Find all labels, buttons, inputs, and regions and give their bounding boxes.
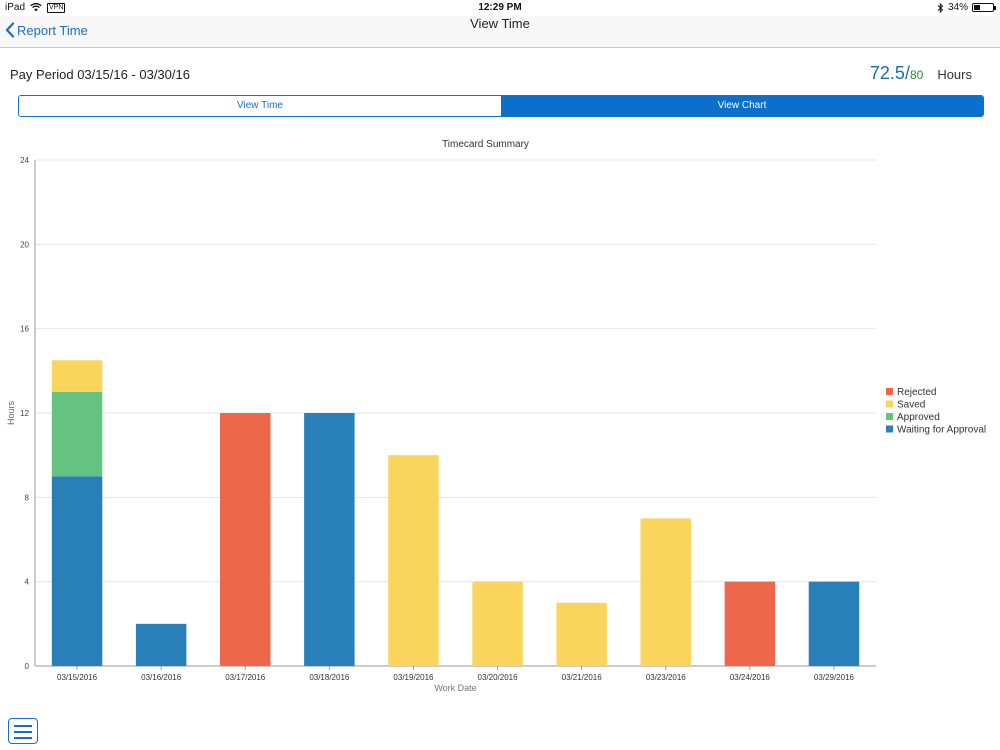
legend-label: Saved [897, 400, 925, 411]
bar-segment [388, 455, 439, 666]
menu-line [14, 731, 32, 733]
status-right: 34% [937, 2, 996, 13]
bar-segment [724, 581, 776, 666]
y-tick-label: 16 [20, 325, 29, 334]
hours-target: 80 [909, 68, 924, 82]
x-tick-label: 03/18/2016 [309, 673, 350, 682]
x-tick-label: 03/20/2016 [478, 673, 519, 682]
bar-segment [220, 413, 271, 666]
y-tick-label: 24 [20, 156, 29, 165]
menu-line [14, 725, 32, 727]
battery-fill [974, 5, 981, 10]
bar-segment [51, 476, 103, 666]
bar-segment [556, 602, 607, 666]
menu-button[interactable] [8, 718, 38, 744]
hours-summary: 72.5 / 80 Hours [870, 63, 972, 84]
legend-swatch [886, 388, 893, 395]
status-left: iPad VPN [5, 2, 66, 13]
bar-segment [51, 391, 103, 477]
y-tick-label: 4 [25, 578, 30, 587]
y-tick-label: 8 [25, 493, 30, 502]
status-time: 12:29 PM [478, 2, 522, 13]
y-tick-label: 0 [25, 662, 30, 671]
bar-segment [135, 623, 187, 666]
legend-label: Rejected [897, 387, 936, 398]
hours-separator: / [904, 63, 910, 83]
y-tick-label: 12 [20, 409, 29, 418]
x-tick-label: 03/29/2016 [814, 673, 855, 682]
bar-segment [51, 360, 103, 392]
legend-label: Waiting for Approval [897, 425, 986, 436]
status-bar: iPad VPN 12:29 PM 34% [0, 0, 1000, 16]
x-tick-label: 03/16/2016 [141, 673, 182, 682]
y-tick-label: 20 [20, 240, 29, 249]
bar-segment [304, 413, 355, 666]
pay-period-label: Pay Period 03/15/16 - 03/30/16 [10, 67, 190, 82]
bluetooth-icon [937, 2, 944, 13]
wifi-icon [30, 3, 42, 12]
x-axis-label: Work Date [434, 683, 476, 693]
x-tick-label: 03/23/2016 [646, 673, 687, 682]
x-tick-label: 03/21/2016 [562, 673, 603, 682]
tab-view-time[interactable]: View Time [19, 96, 501, 116]
bar-segment [808, 581, 860, 666]
bar-segment [640, 518, 691, 666]
page-title: View Time [470, 16, 530, 31]
legend-swatch [886, 425, 893, 433]
vpn-badge: VPN [47, 2, 66, 13]
hours-reported: 72.5 [869, 63, 905, 83]
legend-swatch [886, 413, 893, 420]
tab-view-chart[interactable]: View Chart [501, 96, 983, 116]
x-tick-label: 03/19/2016 [393, 673, 434, 682]
x-tick-label: 03/24/2016 [730, 673, 771, 682]
timecard-chart: Timecard Summary 0 4 8 12 16 20 24 Hours 03/15/20… [6, 139, 986, 693]
view-tabs: View Time View Chart [18, 95, 984, 117]
bar-segment [472, 581, 523, 666]
chart-title: Timecard Summary [442, 139, 529, 150]
device-name: iPad [5, 2, 26, 13]
chevron-left-icon [5, 22, 15, 38]
x-tick-label: 03/15/2016 [57, 673, 98, 682]
y-axis-label: Hours [6, 401, 16, 426]
legend-swatch [886, 400, 893, 408]
legend-label: Approved [897, 412, 940, 423]
navigation-bar: Report Time View Time [0, 16, 1000, 48]
x-tick-label: 03/17/2016 [225, 673, 266, 682]
battery-percent: 34% [947, 2, 968, 13]
back-button-label: Report Time [17, 22, 88, 38]
back-button[interactable]: Report Time [5, 22, 88, 38]
hours-unit: Hours [937, 67, 972, 82]
battery-icon [972, 3, 996, 12]
menu-line [14, 737, 32, 739]
